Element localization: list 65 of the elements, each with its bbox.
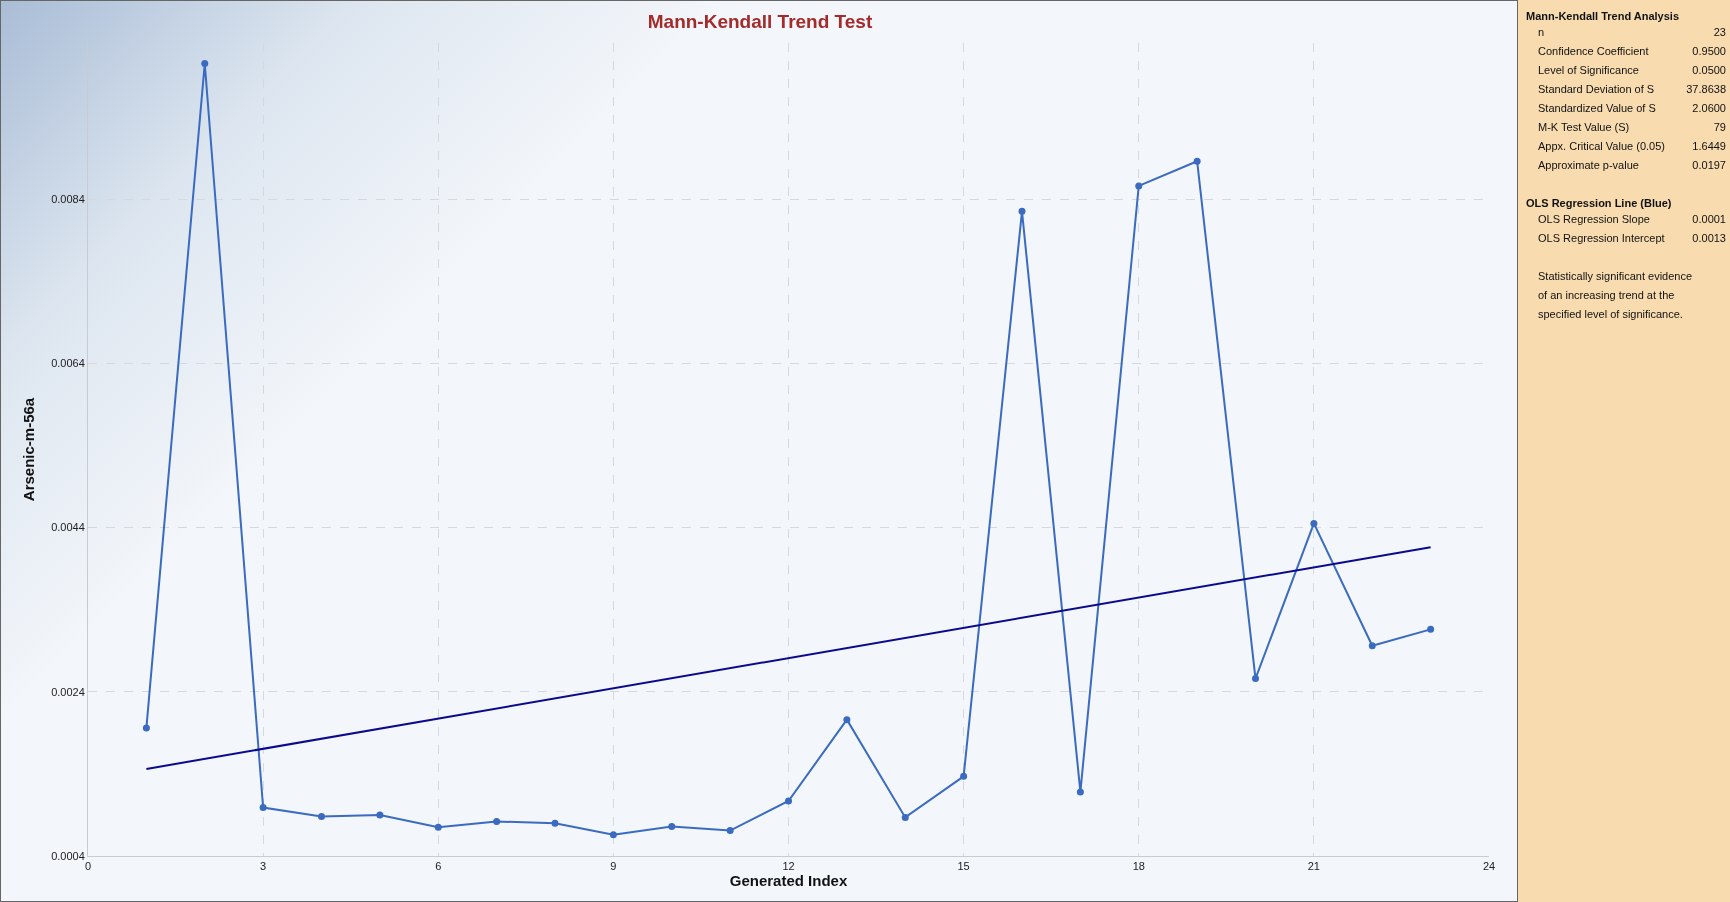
point	[201, 60, 209, 68]
text: 0.0197	[1692, 159, 1726, 173]
chart-title: Mann-Kendall Trend Test	[647, 10, 873, 32]
point	[318, 813, 325, 821]
point	[1076, 788, 1084, 796]
text: OLS Regression Slope	[1538, 213, 1650, 227]
text: Appx. Critical Value (0.05)	[1538, 140, 1665, 154]
x-tick-label: 21	[1307, 860, 1321, 873]
point	[1135, 182, 1143, 190]
point	[1427, 625, 1435, 633]
y-tick-label: 0.0004	[51, 849, 85, 862]
text: 1.6449	[1692, 140, 1726, 154]
y-tick-label: 0.0064	[51, 357, 85, 370]
text: Standard Deviation of S	[1538, 83, 1655, 97]
point	[1310, 519, 1318, 527]
x-tick-label: 24	[1482, 860, 1496, 873]
text: 23	[1713, 26, 1726, 40]
text: Level of Significance	[1538, 64, 1639, 78]
text: Standardized Value of S	[1538, 102, 1656, 116]
x-tick-label: 15	[957, 860, 970, 873]
text: 0.0013	[1692, 232, 1726, 246]
point	[1193, 157, 1201, 165]
text: Statistically significant evidence	[1538, 270, 1693, 282]
text: n	[1538, 26, 1545, 40]
text: Mann-Kendall Trend Analysis	[1526, 10, 1680, 22]
x-axis-title: Generated Index	[729, 872, 848, 890]
point	[1018, 207, 1026, 215]
text: 0.9500	[1692, 45, 1726, 59]
point	[493, 818, 501, 826]
y-tick-label: 0.0024	[51, 685, 85, 698]
point	[1368, 642, 1376, 650]
text: 79	[1713, 121, 1726, 135]
text: OLS Regression Line (Blue)	[1526, 197, 1672, 209]
y-tick-label: 0.0084	[51, 192, 85, 205]
x-tick-label: 6	[435, 860, 442, 873]
point	[434, 823, 442, 831]
point	[901, 813, 909, 821]
point	[843, 716, 851, 724]
x-tick-label: 0	[84, 860, 92, 873]
text: Confidence Coefficient	[1538, 45, 1649, 59]
point	[960, 772, 968, 780]
point	[785, 797, 792, 805]
x-tick-label: 12	[782, 860, 795, 873]
x-tick-label: 9	[610, 860, 617, 873]
x-tick-label: 3	[260, 860, 267, 873]
y-tick-label: 0.0044	[51, 521, 85, 534]
text: 2.0600	[1692, 102, 1726, 116]
point	[1252, 675, 1259, 683]
text: 0.0001	[1692, 213, 1726, 227]
point	[259, 804, 267, 812]
point	[668, 822, 676, 830]
point	[609, 831, 617, 839]
text: M-K Test Value (S)	[1538, 121, 1630, 135]
point	[376, 811, 384, 819]
y-axis-title: Arsenic-m-56a	[20, 397, 38, 502]
point	[142, 724, 150, 732]
text: specified level of significance.	[1538, 308, 1683, 320]
point	[551, 819, 559, 827]
text: of an increasing trend at the	[1538, 289, 1675, 301]
text: 37.8638	[1686, 83, 1726, 97]
text: OLS Regression Intercept	[1538, 232, 1665, 246]
x-tick-label: 18	[1132, 860, 1145, 873]
point	[726, 827, 734, 835]
text: Approximate p-value	[1538, 159, 1639, 173]
text: 0.0500	[1692, 64, 1726, 78]
